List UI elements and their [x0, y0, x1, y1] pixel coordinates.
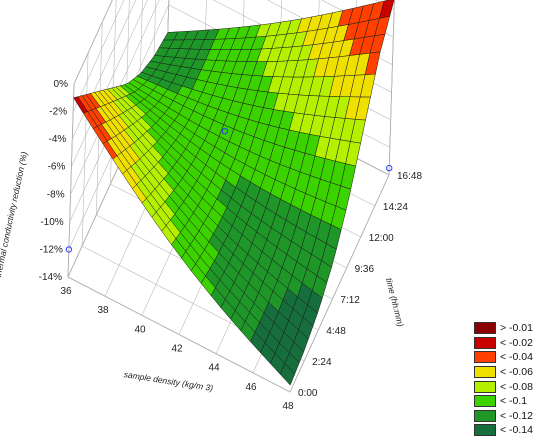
- x-tick-label: 44: [208, 363, 220, 374]
- x-tick-label: 40: [134, 324, 146, 335]
- legend-swatch: [474, 336, 496, 349]
- legend-item: < -0.14: [474, 423, 550, 438]
- y-gridline: [67, 83, 291, 393]
- legend-swatch: [474, 322, 496, 335]
- data-point-marker: [65, 246, 73, 253]
- z-gridline: [72, 0, 394, 140]
- y-tick-label: 12:00: [369, 233, 394, 244]
- data-point-marker: [221, 128, 229, 135]
- x-axis-title: sample density (kg/m 3): [123, 369, 214, 393]
- legend-label: < -0.04: [500, 351, 533, 364]
- z-tick-label: -2%: [49, 107, 67, 118]
- legend-label: < -0.1: [500, 395, 528, 408]
- y-tick-label: 4:48: [326, 326, 346, 337]
- z-axis-ticks: 0% -2% -4% -6% -8% -10% -12% -14%: [39, 79, 68, 283]
- z-tick-label: 0%: [54, 79, 69, 90]
- y-tick-label: 9:36: [355, 264, 375, 275]
- legend-item: < -0.08: [474, 379, 550, 394]
- x-tick-label: 46: [245, 382, 257, 393]
- legend-swatch: [474, 366, 496, 379]
- legend-item: > -0.01: [474, 321, 550, 336]
- x-axis-ticks: 36 38 40 42 44 46 48: [60, 286, 294, 412]
- z-tick-label: -8%: [47, 189, 65, 200]
- y-tick-label: 14:24: [383, 202, 408, 213]
- y-tick-label: 2:24: [312, 357, 332, 368]
- legend-label: < -0.12: [500, 409, 533, 422]
- y-tick-label: 0:00: [298, 388, 318, 399]
- legend-label: < -0.02: [500, 336, 533, 349]
- legend-swatch: [474, 380, 496, 393]
- z-tick-label: -4%: [49, 134, 67, 145]
- legend-label: < -0.08: [500, 380, 533, 393]
- legend-swatch: [474, 351, 496, 364]
- y-axis-ticks: 0:00 2:24 4:48 7:12 9:36 12:00 14:24 16:48: [298, 171, 422, 399]
- legend-item: < -0.04: [474, 350, 550, 365]
- data-points: [65, 128, 393, 253]
- legend-swatch: [474, 424, 496, 437]
- z-axis-title: thermal conductivity reduction (%): [0, 151, 29, 278]
- legend-item: < -0.02: [474, 336, 550, 351]
- x-tick-label: 48: [282, 401, 294, 412]
- legend-label: > -0.01: [500, 322, 533, 335]
- legend-swatch: [474, 409, 496, 422]
- legend: > -0.01 < -0.02 < -0.04 < -0.06 < -0.08 < -0.…: [474, 321, 550, 438]
- surface-cell: [280, 363, 296, 386]
- y-tick-label: 7:12: [340, 295, 360, 306]
- y-tick-label: 16:48: [397, 171, 422, 182]
- legend-label: < -0.06: [500, 366, 533, 379]
- z-gridline: [72, 0, 395, 112]
- surface-mesh: [73, 0, 395, 386]
- legend-label: < -0.14: [500, 424, 533, 437]
- z-tick-label: -12%: [40, 244, 63, 255]
- x-tick-label: 36: [60, 286, 72, 297]
- legend-item: < -0.12: [474, 409, 550, 424]
- z-tick-label: -10%: [40, 217, 63, 228]
- legend-item: < -0.06: [474, 365, 550, 380]
- x-tick-label: 38: [97, 305, 109, 316]
- z-tick-label: -14%: [39, 272, 62, 283]
- legend-item: < -0.1: [474, 394, 550, 409]
- data-point-marker: [386, 164, 393, 172]
- y-axis-title: time (hh:mm): [384, 277, 406, 328]
- z-tick-label: -6%: [48, 162, 66, 173]
- x-tick-label: 42: [171, 344, 183, 355]
- z-gridline: [73, 0, 113, 85]
- legend-swatch: [474, 395, 496, 408]
